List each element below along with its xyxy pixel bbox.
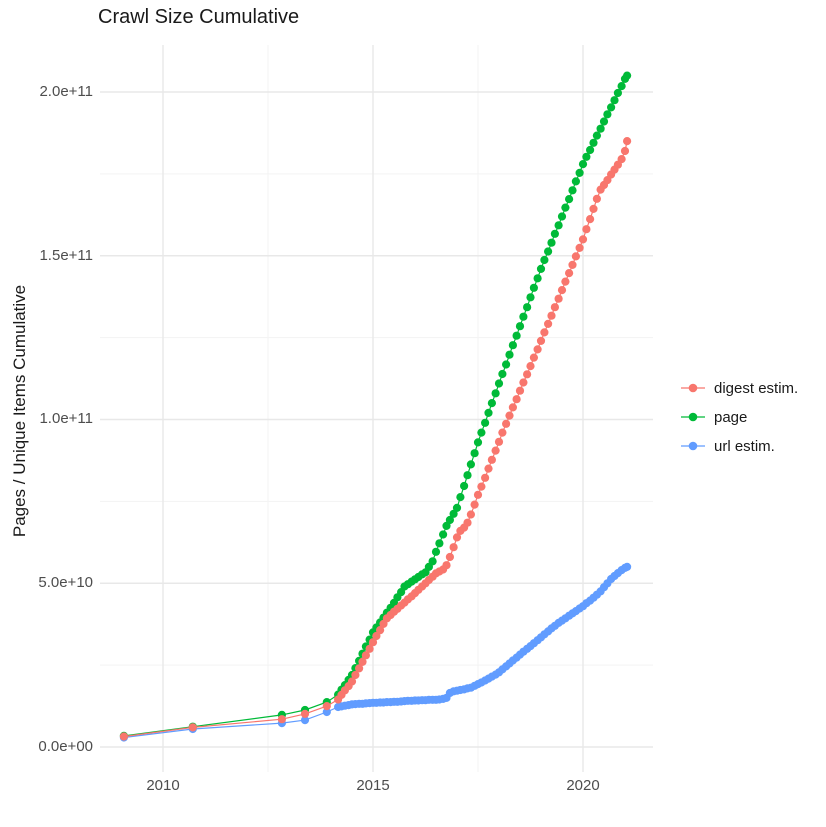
legend-key-url-icon	[681, 441, 705, 451]
y-tick-0: 0.0e+00	[38, 738, 93, 755]
x-tick-2015: 2015	[356, 777, 390, 794]
y-tick-5e10: 5.0e+10	[38, 574, 93, 591]
y-tick-2e11: 2.0e+11	[39, 83, 93, 100]
x-tick-2010: 2010	[146, 777, 180, 794]
legend-item-digest: digest estim.	[680, 378, 798, 398]
legend-key-digest-icon	[681, 383, 705, 393]
legend-label-digest: digest estim.	[714, 379, 799, 397]
legend-label-url: url estim.	[714, 437, 775, 455]
legend-item-page: page	[680, 407, 798, 427]
y-tick-1.5e11: 1.5e+11	[39, 247, 93, 264]
legend: digest estim. page url estim.	[680, 378, 798, 465]
legend-label-page: page	[714, 408, 748, 426]
legend-item-url: url estim.	[680, 436, 798, 456]
legend-key-page-icon	[681, 412, 705, 422]
y-tick-1e11: 1.0e+11	[39, 410, 93, 427]
chart-title: Crawl Size Cumulative	[98, 6, 300, 28]
x-tick-2020: 2020	[566, 777, 600, 794]
